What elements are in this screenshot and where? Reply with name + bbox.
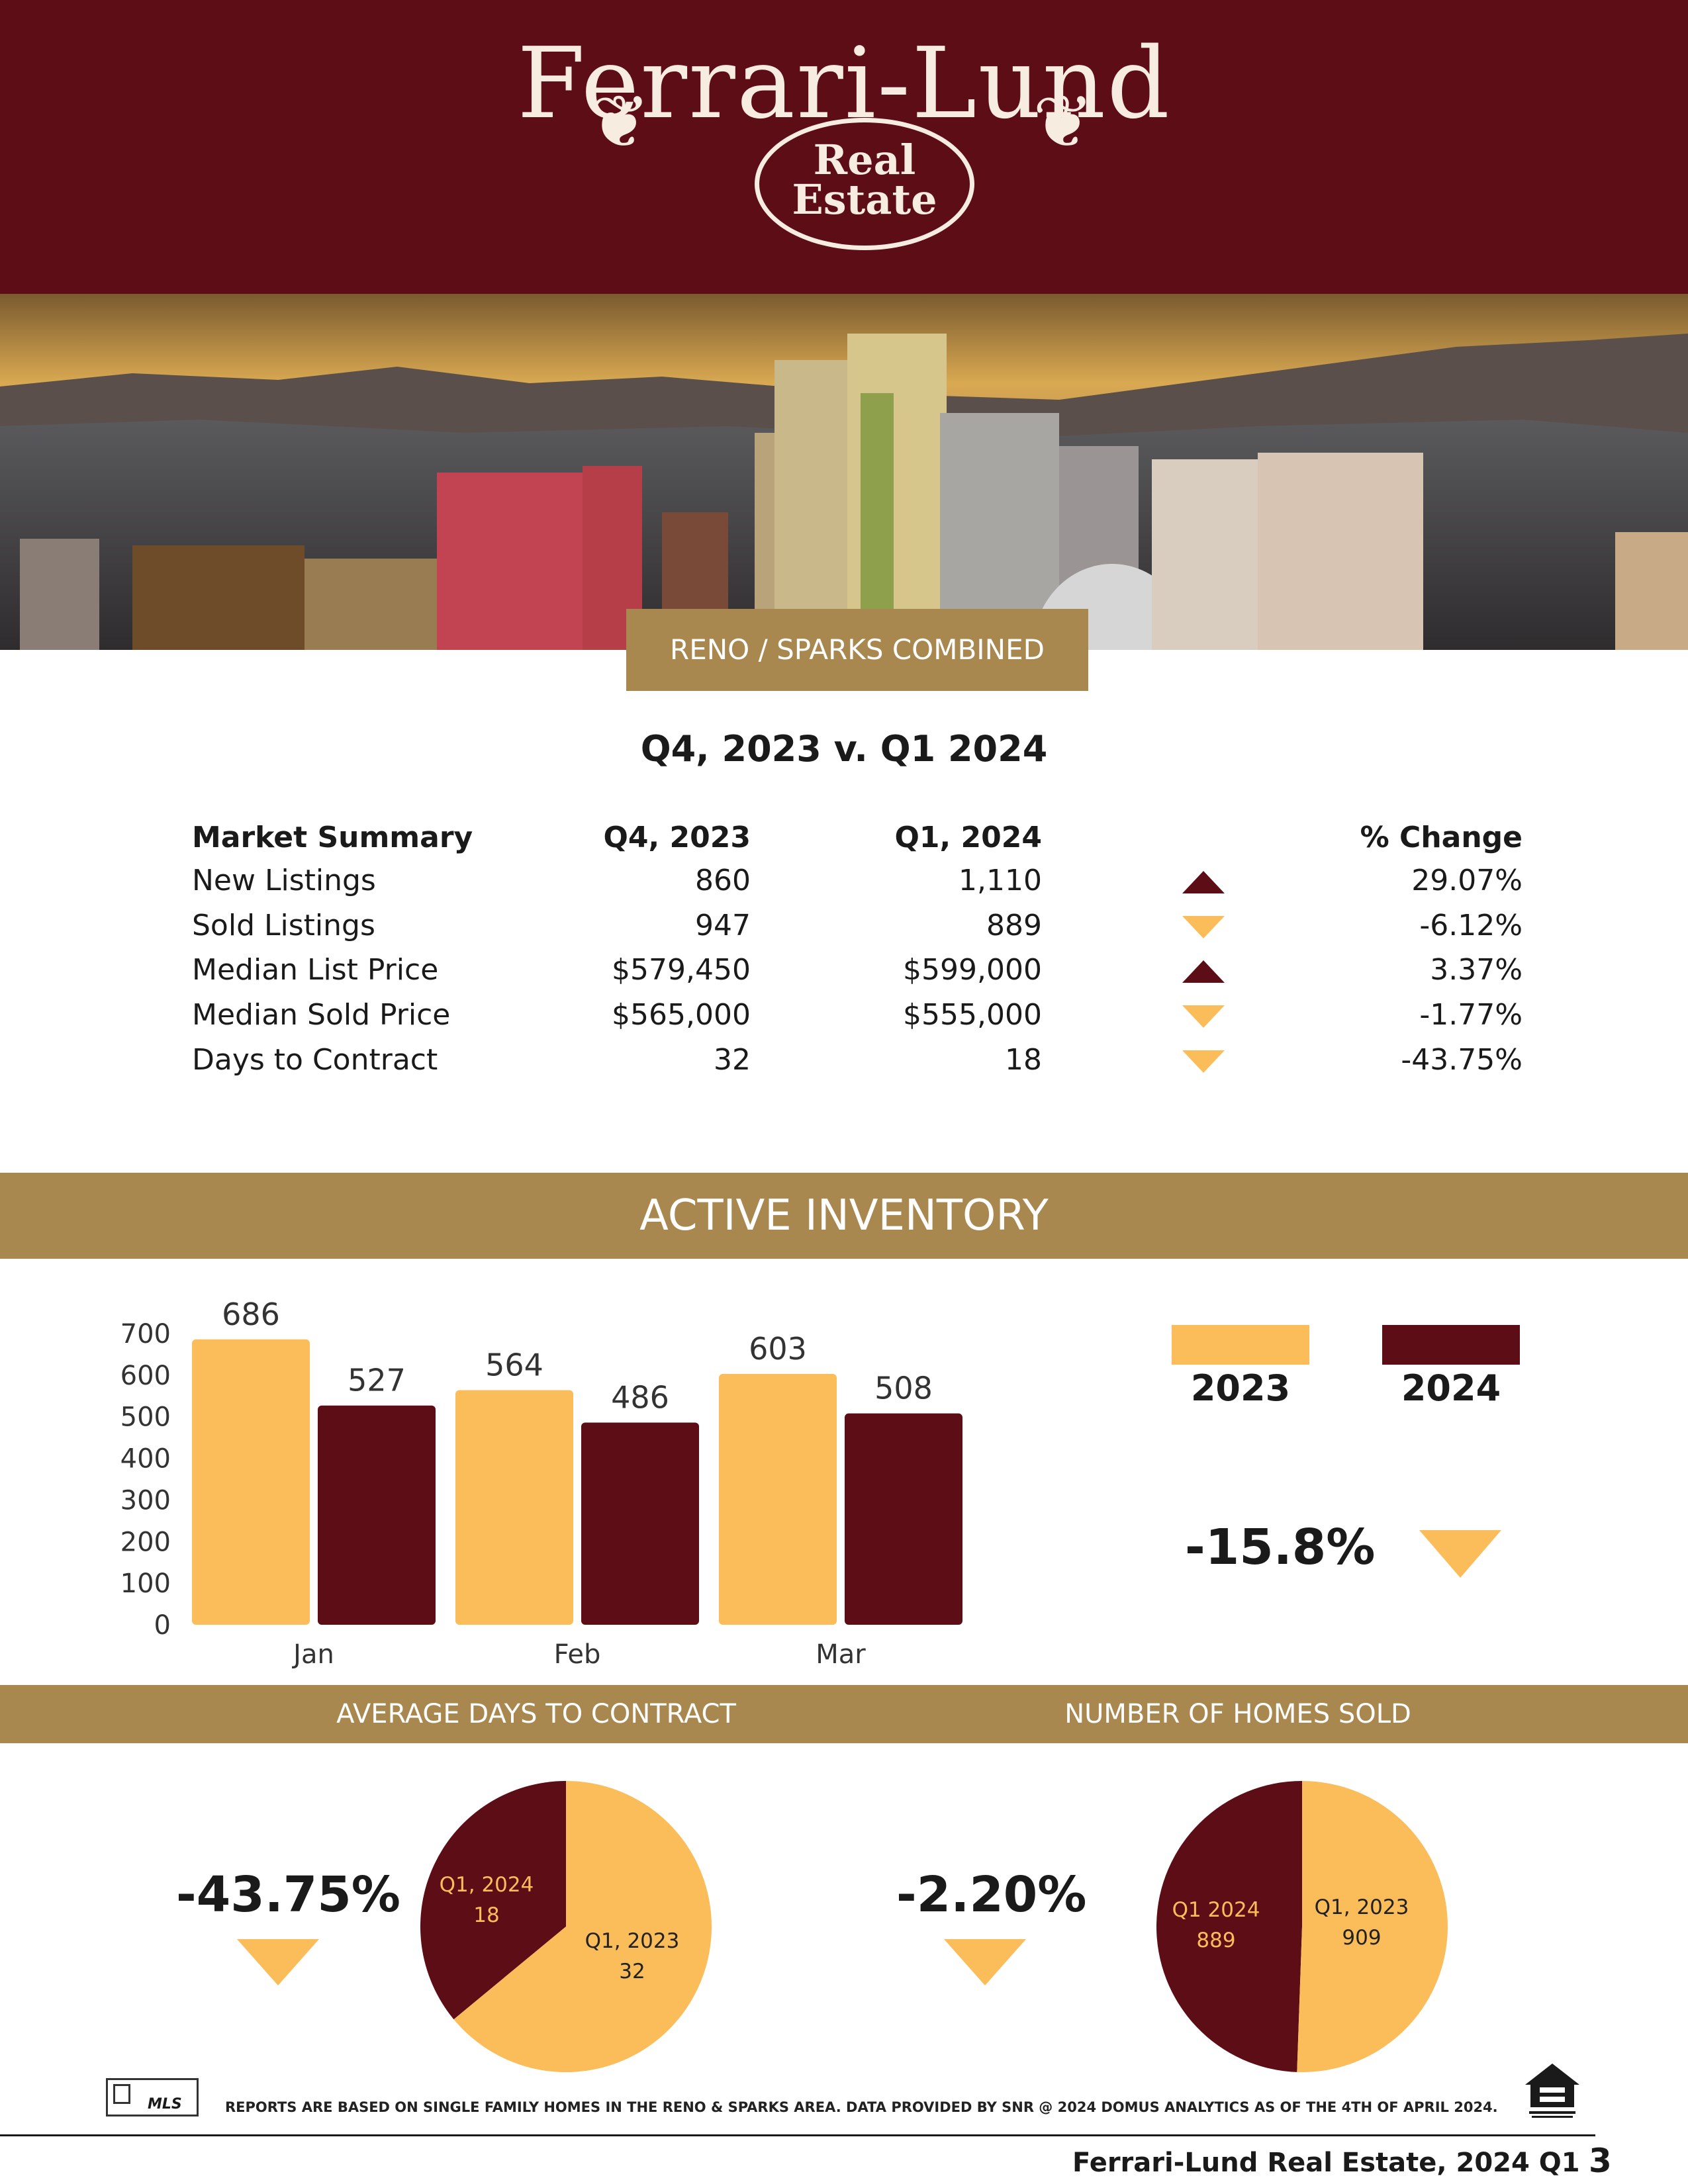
pie-slice-q1-2024	[1156, 1781, 1302, 2072]
inventory-change-down-icon	[1419, 1530, 1501, 1578]
pie-slice-label: Q1 2024	[1172, 1898, 1260, 1922]
table-cell-q1-2024: 889	[986, 909, 1042, 942]
days-to-contract-band-label: AVERAGE DAYS TO CONTRACT	[336, 1699, 736, 1729]
change-down-icon	[1182, 1050, 1225, 1073]
logo-swirl-right: ❦	[1033, 79, 1094, 164]
table-header-change: % Change	[1360, 821, 1523, 854]
equal-housing-opportunity-icon	[1525, 2064, 1579, 2118]
mls-logo: MLS	[106, 2078, 199, 2116]
footer-disclaimer: REPORTS ARE BASED ON SINGLE FAMILY HOMES…	[225, 2099, 1498, 2115]
bar-value-label: 603	[749, 1331, 807, 1367]
bar-value-label: 686	[222, 1297, 280, 1332]
bar-2024-Feb	[581, 1422, 699, 1625]
inventory-change-value: -15.8%	[1185, 1519, 1376, 1576]
change-down-icon	[1182, 916, 1225, 938]
table-header-q4-2023: Q4, 2023	[603, 821, 751, 854]
table-row-label: Median Sold Price	[192, 998, 451, 1032]
table-cell-change: -43.75%	[1401, 1043, 1523, 1077]
footer-rule	[0, 2134, 1595, 2136]
pie-slice-value: 32	[619, 1960, 645, 1983]
bar-value-label: 486	[611, 1380, 669, 1416]
y-tick-label: 400	[120, 1444, 171, 1475]
y-tick-label: 100	[120, 1569, 171, 1599]
pie-slice-q1-2023	[453, 1781, 712, 2072]
table-row-label: Sold Listings	[192, 909, 375, 942]
bar-value-label: 508	[874, 1371, 933, 1406]
y-tick-label: 700	[120, 1319, 171, 1349]
bar-2024-Jan	[318, 1405, 436, 1625]
table-row-label: Median List Price	[192, 953, 439, 987]
days-to-contract-down-icon	[237, 1939, 319, 1985]
homes-sold-band-label: NUMBER OF HOMES SOLD	[1064, 1699, 1411, 1729]
comparison-title: Q4, 2023 v. Q1 2024	[640, 728, 1048, 770]
bar-2023-Mar	[719, 1373, 837, 1625]
table-cell-q4-2023: $579,450	[612, 953, 751, 987]
table-cell-q1-2024: 18	[1005, 1043, 1042, 1077]
logo-sub-line2: Estate	[792, 175, 937, 224]
page-number: 3	[1589, 2142, 1612, 2180]
table-cell-change: -1.77%	[1419, 998, 1523, 1032]
homes-sold-pie	[1156, 1781, 1448, 2072]
table-cell-q1-2024: 1,110	[959, 864, 1042, 897]
bar-value-label: 527	[348, 1363, 406, 1398]
table-cell-change: -6.12%	[1419, 909, 1523, 942]
table-cell-q4-2023: 860	[695, 864, 751, 897]
region-tab: RENO / SPARKS COMBINED	[626, 609, 1088, 691]
logo-sub-line1: Real	[813, 136, 916, 184]
y-tick-label: 200	[120, 1527, 171, 1557]
table-row-label: New Listings	[192, 864, 376, 897]
days-to-contract-change: -43.75%	[176, 1866, 400, 1923]
bar-2024-Mar	[845, 1413, 962, 1625]
pie-slice-label: Q1, 2023	[585, 1929, 680, 1953]
x-tick-label: Feb	[554, 1639, 601, 1670]
skyline-photo	[0, 294, 1688, 650]
bar-2023-Feb	[455, 1390, 573, 1625]
pie-slice-label: Q1, 2024	[439, 1873, 534, 1897]
active-inventory-band: ACTIVE INVENTORY	[0, 1173, 1688, 1259]
footer-text: Ferrari-Lund Real Estate, 2024 Q1	[1072, 2148, 1580, 2178]
pie-slice-value: 18	[473, 1903, 500, 1927]
legend-label-2023: 2023	[1190, 1367, 1291, 1409]
legend-swatch-2024	[1382, 1325, 1520, 1365]
y-tick-label: 500	[120, 1402, 171, 1433]
pie-slice-label: Q1, 2023	[1314, 1895, 1409, 1919]
table-cell-change: 29.07%	[1411, 864, 1523, 897]
bar-2023-Jan	[192, 1339, 310, 1625]
legend-label-2024: 2024	[1401, 1367, 1501, 1409]
bar-value-label: 564	[485, 1347, 543, 1383]
legend-swatch-2023	[1172, 1325, 1309, 1365]
change-up-icon	[1182, 871, 1225, 893]
x-tick-label: Mar	[816, 1639, 866, 1670]
table-cell-q1-2024: $599,000	[903, 953, 1042, 987]
x-tick-label: Jan	[291, 1639, 334, 1670]
change-down-icon	[1182, 1005, 1225, 1028]
stats-band	[0, 1685, 1688, 1743]
y-tick-label: 0	[154, 1610, 171, 1641]
table-cell-q4-2023: $565,000	[612, 998, 751, 1032]
table-cell-change: 3.37%	[1430, 953, 1523, 987]
logo-swirl-left: ❦	[589, 79, 651, 164]
homes-sold-down-icon	[944, 1939, 1026, 1985]
y-tick-label: 600	[120, 1361, 171, 1391]
table-header-q1-2024: Q1, 2024	[894, 821, 1042, 854]
y-tick-label: 300	[120, 1485, 171, 1516]
change-up-icon	[1182, 960, 1225, 983]
active-inventory-chart: 0 100 200 300 400 500 600 700 686 527 Jan 564 486 Feb…	[120, 1297, 962, 1670]
homes-sold-change: -2.20%	[896, 1866, 1087, 1923]
pie-slice-value: 889	[1196, 1929, 1236, 1952]
pie-slice-q1-2024	[420, 1781, 566, 2020]
mls-logo-text: MLS	[148, 2096, 182, 2113]
pie-slice-value: 909	[1342, 1926, 1382, 1950]
table-row-label: Days to Contract	[192, 1043, 438, 1077]
days-to-contract-pie	[420, 1781, 712, 2072]
table-cell-q4-2023: 947	[695, 909, 751, 942]
logo-oval	[755, 118, 974, 250]
pie-slice-q1-2023	[1297, 1781, 1448, 2072]
table-cell-q1-2024: $555,000	[903, 998, 1042, 1032]
table-header-market-summary: Market Summary	[192, 821, 473, 854]
table-cell-q4-2023: 32	[714, 1043, 751, 1077]
